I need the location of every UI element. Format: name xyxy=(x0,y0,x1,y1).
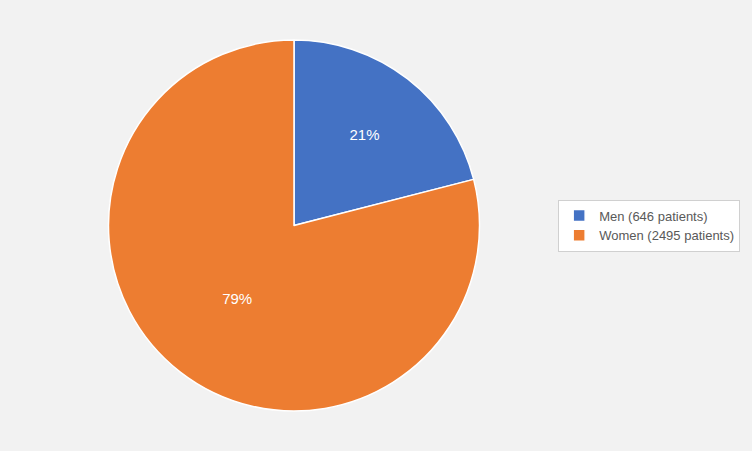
svg-text:Women (2495 patients): Women (2495 patients) xyxy=(599,228,734,243)
svg-text:21%: 21% xyxy=(349,126,379,143)
svg-text:79%: 79% xyxy=(222,290,252,307)
svg-text:Men (646 patients): Men (646 patients) xyxy=(599,209,707,224)
